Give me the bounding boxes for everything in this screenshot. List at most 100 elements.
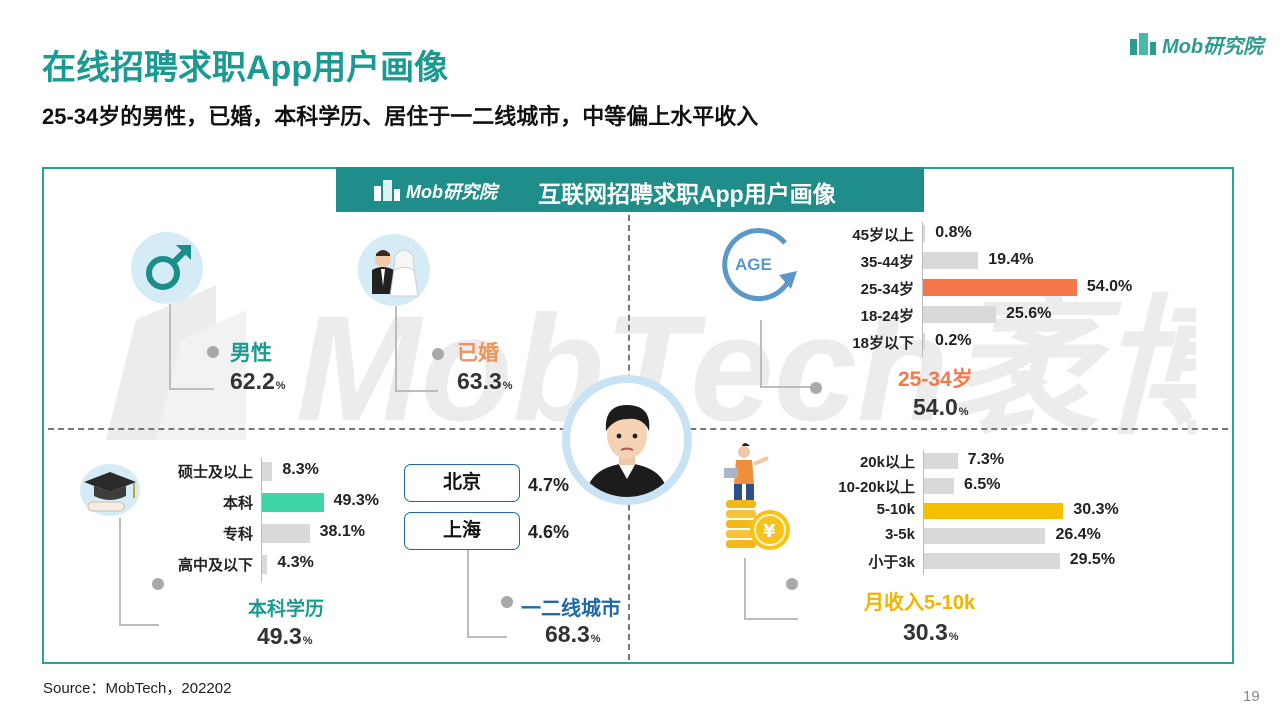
panel-banner: Mob研究院 互联网招聘求职App用户画像 — [336, 167, 924, 212]
income-axis-line — [923, 450, 924, 575]
income-bar — [924, 478, 954, 494]
education-category-label: 硕士及以上 — [177, 464, 253, 481]
marriage-dot — [432, 348, 444, 360]
age-category-label: 25-34岁 — [860, 281, 914, 298]
city-dot — [501, 596, 513, 608]
income-bar-chart: 20k以上 7.3% 10-20k以上 6.5% 5-10k 30.3% 3-5k 26.4%… — [800, 450, 1170, 575]
income-dot — [786, 578, 798, 590]
age-bar — [923, 252, 979, 269]
brand-logo-text: Mob研究院 — [1162, 36, 1264, 58]
watermark-text: MobTech袤博 — [296, 284, 1196, 450]
city-box-beijing: 北京 — [404, 464, 520, 502]
marriage-value-unit: % — [502, 380, 513, 392]
marriage-icon-circle — [358, 234, 430, 306]
building-logo-icon — [1130, 33, 1156, 55]
gender-connector — [169, 304, 214, 390]
city-summary-value: 68.3% — [545, 621, 601, 648]
income-category-label: 5-10k — [876, 501, 915, 518]
income-value-label: 30.3% — [1073, 501, 1119, 518]
page-number: 19 — [1243, 688, 1260, 705]
education-bar — [262, 462, 273, 481]
city-connector — [467, 550, 507, 638]
age-summary-label: 25-34岁 — [898, 368, 973, 391]
education-summary-unit: % — [302, 635, 313, 647]
education-value-label: 4.3% — [277, 554, 314, 571]
avatar — [562, 375, 692, 505]
income-connector — [744, 558, 798, 620]
education-connector — [119, 518, 159, 626]
banner-logo-text: Mob研究院 — [406, 182, 497, 202]
age-axis-line — [922, 222, 923, 357]
education-dot — [152, 578, 164, 590]
gender-dot — [207, 346, 219, 358]
income-summary-number: 30.3 — [903, 619, 948, 645]
age-value-label: 0.2% — [935, 332, 972, 349]
income-summary-unit: % — [948, 631, 959, 643]
income-category-label: 10-20k以上 — [838, 479, 915, 496]
income-category-label: 小于3k — [868, 554, 915, 571]
marriage-value-number: 63.3 — [457, 368, 502, 394]
income-category-label: 20k以上 — [859, 454, 915, 471]
age-value-label: 0.8% — [935, 224, 972, 241]
income-value-label: 7.3% — [967, 451, 1005, 468]
age-summary-number: 54.0 — [913, 394, 958, 420]
age-category-label: 35-44岁 — [860, 254, 914, 271]
yen-icon: ¥ — [763, 521, 776, 542]
gender-value: 62.2% — [230, 368, 286, 395]
income-summary-label: 月收入5-10k — [864, 592, 976, 614]
age-summary-value: 54.0% — [913, 394, 969, 421]
age-category-label: 45岁以上 — [852, 227, 914, 244]
income-value-label: 29.5% — [1069, 551, 1116, 568]
coin-stack-person-icon: ¥ — [724, 443, 790, 550]
age-connector — [760, 320, 816, 388]
avatar-inner — [570, 383, 684, 497]
brand-logo: Mob研究院 — [1128, 28, 1268, 58]
marriage-value: 63.3% — [457, 368, 513, 395]
age-icon-text: AGE — [735, 255, 772, 274]
source-note: Source：MobTech，202202 — [43, 680, 232, 697]
education-summary-label: 本科学历 — [248, 599, 325, 620]
page-title: 在线招聘求职App用户画像 — [42, 49, 449, 87]
income-icon: ¥ — [718, 438, 798, 554]
age-bar — [923, 225, 926, 242]
income-value-label: 6.5% — [964, 476, 1001, 493]
watermark: MobTech袤博 — [106, 284, 1196, 450]
banner-title: 互联网招聘求职App用户画像 — [538, 181, 836, 207]
education-category-label: 专科 — [222, 526, 253, 543]
income-bar — [924, 528, 1046, 544]
graduation-cap-icon — [80, 464, 140, 516]
education-value-label: 8.3% — [282, 461, 319, 478]
marriage-connector — [395, 306, 438, 392]
education-value-label: 49.3% — [333, 492, 379, 509]
education-axis-line — [261, 458, 262, 582]
income-value-label: 26.4% — [1055, 526, 1101, 543]
man-portrait-icon — [586, 405, 668, 497]
age-value-label: 19.4% — [988, 251, 1034, 268]
age-category-label: 18岁以下 — [852, 335, 914, 352]
city-value-shanghai: 4.6% — [528, 522, 570, 542]
gender-value-unit: % — [275, 380, 286, 392]
education-summary-number: 49.3 — [257, 623, 302, 649]
income-category-label: 3-5k — [884, 526, 915, 543]
city-summary-label: 一二线城市 — [521, 598, 621, 620]
education-bar — [262, 555, 268, 574]
marriage-label: 已婚 — [457, 342, 499, 365]
male-symbol-icon — [146, 245, 191, 290]
age-bar-chart: 45岁以上 0.8% 35-44岁 19.4% 25-34岁 54.0% 18-24岁 25.… — [790, 222, 1170, 362]
age-value-label: 25.6% — [1005, 305, 1052, 322]
age-dot — [810, 382, 822, 394]
education-summary-value: 49.3% — [257, 623, 313, 650]
banner-logo: Mob研究院 — [372, 177, 532, 203]
income-summary-value: 30.3% — [903, 619, 959, 646]
gender-icon-circle — [131, 232, 203, 304]
city-box-shanghai: 上海 — [404, 512, 520, 550]
page-subtitle: 25-34岁的男性，已婚，本科学历、居住于一二线城市，中等偏上水平收入 — [42, 104, 759, 129]
age-bar — [923, 279, 1077, 296]
income-bar — [924, 453, 958, 469]
education-bar — [262, 493, 324, 512]
education-category-label: 本科 — [222, 495, 253, 512]
age-category-label: 18-24岁 — [860, 308, 914, 325]
gender-label: 男性 — [230, 342, 272, 365]
education-bar-chart: 硕士及以上 8.3% 本科 49.3% 专科 38.1% 高中及以下 4.3% — [150, 458, 410, 582]
education-value-label: 38.1% — [319, 523, 365, 540]
